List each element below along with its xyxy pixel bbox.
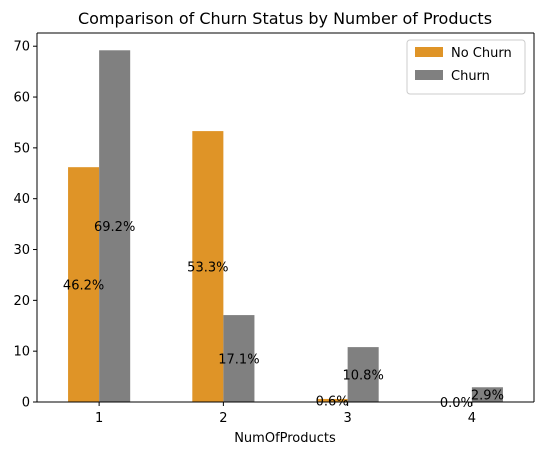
y-tick-label-60: 60	[13, 91, 30, 106]
y-tick-label-10: 10	[13, 345, 30, 360]
legend-label-churn: Churn	[451, 69, 490, 84]
data-label-churn-3: 10.8%	[343, 369, 384, 384]
data-label-no-churn-2: 53.3%	[187, 261, 228, 276]
x-tick-label-4: 4	[468, 411, 476, 426]
y-tick-label-0: 0	[22, 396, 30, 411]
legend-swatch-churn	[415, 70, 443, 80]
data-label-churn-1: 69.2%	[94, 220, 135, 235]
data-label-no-churn-4: 0.0%	[440, 396, 473, 411]
chart-title: Comparison of Churn Status by Number of …	[78, 9, 492, 28]
y-tick-label-50: 50	[13, 141, 30, 156]
legend-label-no-churn: No Churn	[451, 46, 512, 61]
plot-area: 46.2%53.3%0.6% 0.0%69.2%17.1%10.8%2.9%010…	[13, 33, 534, 426]
data-label-churn-4: 2.9%	[471, 389, 504, 404]
y-tick-label-70: 70	[13, 40, 30, 55]
x-tick-label-1: 1	[95, 411, 103, 426]
y-tick-label-40: 40	[13, 192, 30, 207]
data-label-no-churn-1: 46.2%	[63, 279, 104, 294]
y-tick-label-20: 20	[13, 294, 30, 309]
x-axis-label: NumOfProducts	[234, 431, 336, 446]
x-tick-label-2: 2	[219, 411, 227, 426]
legend-swatch-no-churn	[415, 47, 443, 57]
x-tick-label-3: 3	[343, 411, 351, 426]
data-label-churn-2: 17.1%	[218, 353, 259, 368]
y-tick-label-30: 30	[13, 243, 30, 258]
